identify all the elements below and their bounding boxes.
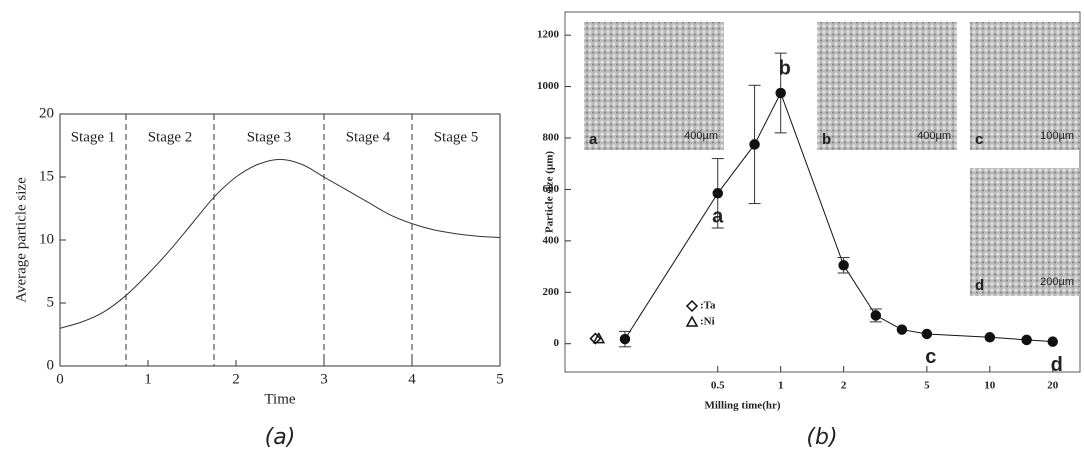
legend-label: :Ni [700, 316, 715, 328]
point [619, 333, 631, 345]
legend-label: :Ta [700, 300, 716, 312]
y-tick-label: 0 [554, 337, 560, 349]
y-tick-label: 1200 [537, 29, 560, 41]
caption: (b) [806, 425, 837, 450]
x-tick-label: 5 [496, 371, 504, 387]
stage-label: Stage 3 [247, 129, 292, 145]
caption: (a) [265, 425, 296, 450]
micrograph-scale: 200µm [1040, 276, 1074, 288]
y-tick-label: 0 [47, 357, 55, 373]
point [896, 324, 908, 335]
stage-label: Stage 2 [148, 129, 193, 145]
point-label: b [779, 57, 791, 79]
x-tick-label: 20 [1047, 380, 1059, 392]
x-tick-label: 5 [924, 380, 930, 392]
micrograph-letter: a [589, 131, 598, 148]
point-label: c [925, 346, 936, 368]
stage-label: Stage 5 [434, 129, 479, 145]
stage-label: Stage 4 [346, 129, 391, 145]
micrograph-letter: d [975, 277, 984, 294]
micrograph [584, 22, 724, 150]
x-tick-label: 1 [144, 371, 152, 387]
micrograph [817, 22, 957, 150]
point [592, 332, 606, 344]
point [838, 260, 849, 271]
y-tick-label: 5 [47, 294, 55, 310]
point [1047, 336, 1058, 347]
point [712, 188, 723, 199]
y-tick-label: 600 [543, 183, 560, 195]
micrograph-letter: c [975, 131, 983, 148]
x-tick-label: 3 [320, 371, 328, 387]
x-tick-label: 1 [778, 380, 784, 392]
y-tick-label: 400 [543, 234, 560, 246]
micrograph-scale: 400µm [917, 130, 951, 142]
point [870, 310, 882, 321]
micrograph-scale: 400µm [684, 130, 718, 142]
curve [59, 158, 501, 329]
micrograph-scale: 100µm [1040, 130, 1074, 142]
y-tick-label: 1000 [537, 80, 560, 92]
point [685, 299, 699, 313]
point [921, 328, 933, 340]
x-tick-label: 10 [984, 380, 996, 392]
micrograph [970, 168, 1080, 296]
stage-label: Stage 1 [71, 129, 116, 145]
point [984, 332, 996, 343]
point-label: d [1051, 354, 1063, 376]
x-axis-label: Milling time(hr) [704, 400, 780, 412]
x-axis-label: Time [264, 391, 295, 407]
y-tick-label: 10 [39, 231, 54, 247]
point [589, 332, 602, 345]
y-tick-label: 15 [39, 168, 54, 184]
point [775, 87, 786, 99]
point-label: a [712, 206, 724, 228]
y-tick-label: 20 [39, 105, 54, 121]
x-tick-label: 0 [56, 371, 64, 387]
x-tick-label: 2 [232, 371, 240, 387]
x-tick-label: 2 [841, 380, 847, 392]
y-tick-label: 200 [543, 286, 560, 298]
point [1021, 334, 1032, 346]
y-tick-label: 800 [543, 132, 560, 144]
x-tick-label: 4 [408, 371, 416, 387]
y-axis-label: Average particle size [13, 177, 29, 303]
point [685, 315, 699, 327]
micrograph-letter: b [822, 131, 831, 148]
micrograph [970, 22, 1080, 150]
point [749, 139, 760, 150]
x-tick-label: 0.5 [711, 380, 725, 392]
y-axis-label: Particle size (µm) [544, 151, 556, 233]
